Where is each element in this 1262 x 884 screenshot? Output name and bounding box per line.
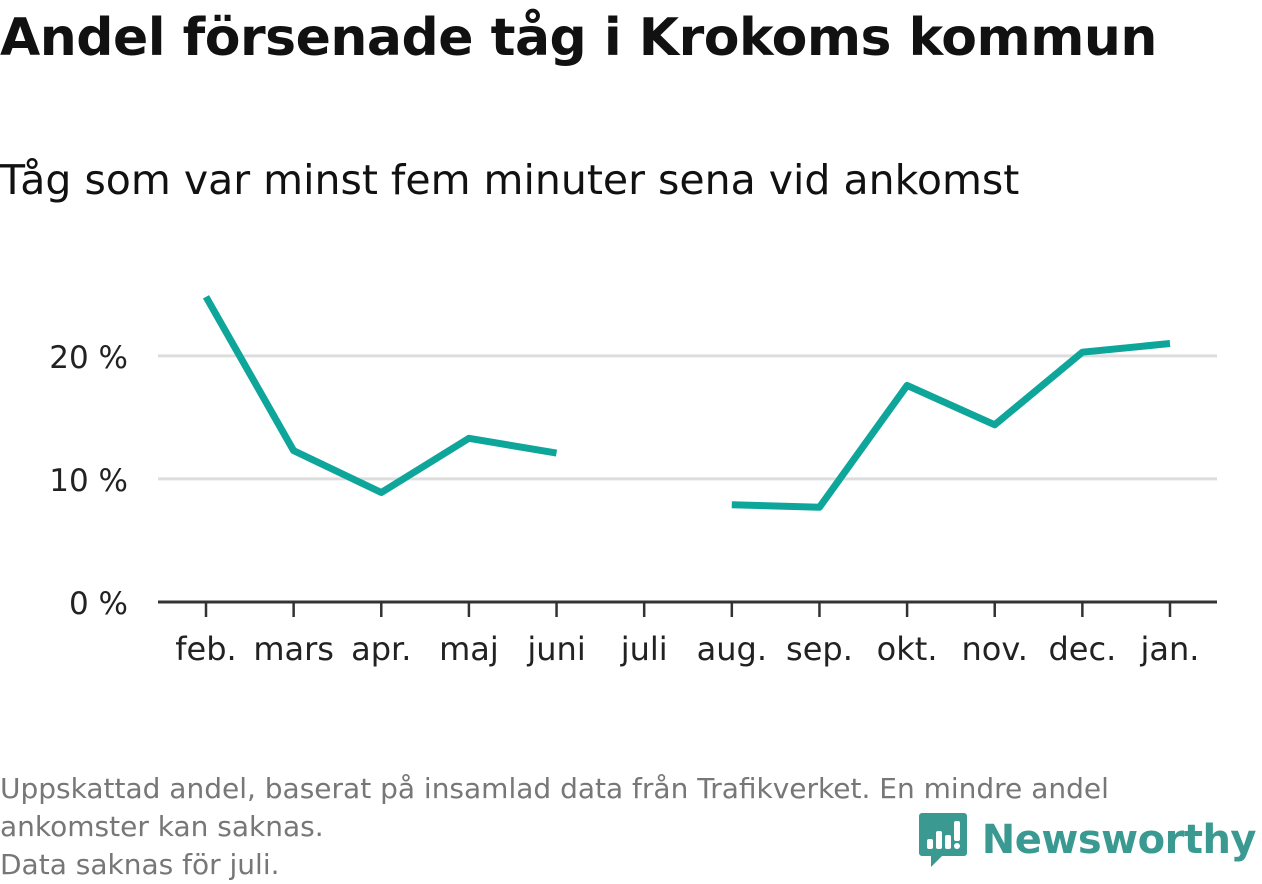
chart-title: Andel försenade tåg i Krokoms kommun xyxy=(0,8,1157,68)
newsworthy-logo-icon xyxy=(918,813,967,867)
x-tick-label: sep. xyxy=(786,630,853,668)
x-tick-label: jan. xyxy=(1140,630,1200,668)
footnote-line: Data saknas för juli. xyxy=(0,848,280,881)
y-tick-label: 20 % xyxy=(49,340,128,376)
chart-subtitle: Tåg som var minst fem minuter sena vid a… xyxy=(0,156,1020,204)
y-tick-label: 0 % xyxy=(69,586,128,622)
x-tick-label: dec. xyxy=(1048,630,1116,668)
x-tick-label: mars xyxy=(253,630,334,668)
x-tick-label: nov. xyxy=(961,630,1027,668)
x-tick-label: juli xyxy=(620,630,668,668)
x-tick-label: okt. xyxy=(877,630,938,668)
brand-logo: Newsworthy xyxy=(918,811,1257,869)
x-axis xyxy=(158,600,1217,617)
y-tick-label: 10 % xyxy=(49,463,128,499)
footnote: Uppskattad andel, baserat på insamlad da… xyxy=(0,770,1245,884)
brand-name: Newsworthy xyxy=(981,817,1257,863)
series-line-segment xyxy=(731,340,1171,511)
x-tick-label: feb. xyxy=(175,630,236,668)
x-tick-label: aug. xyxy=(697,630,767,668)
series-line-segment xyxy=(202,295,558,496)
series-lines xyxy=(202,295,1171,511)
x-tick-label: apr. xyxy=(351,630,411,668)
x-axis-tick-labels: feb. mars apr. maj juni juli aug. sep. okt. nov. d… xyxy=(175,630,1199,668)
footnote-line: Uppskattad andel, baserat på insamlad da… xyxy=(0,772,1109,805)
footnote-line: ankomster kan saknas. xyxy=(0,810,324,843)
x-tick-label: maj xyxy=(439,630,499,668)
x-tick-label: juni xyxy=(526,630,585,668)
y-axis-tick-labels: 0 % 10 % 20 % xyxy=(49,340,128,622)
gridlines xyxy=(158,354,1217,481)
